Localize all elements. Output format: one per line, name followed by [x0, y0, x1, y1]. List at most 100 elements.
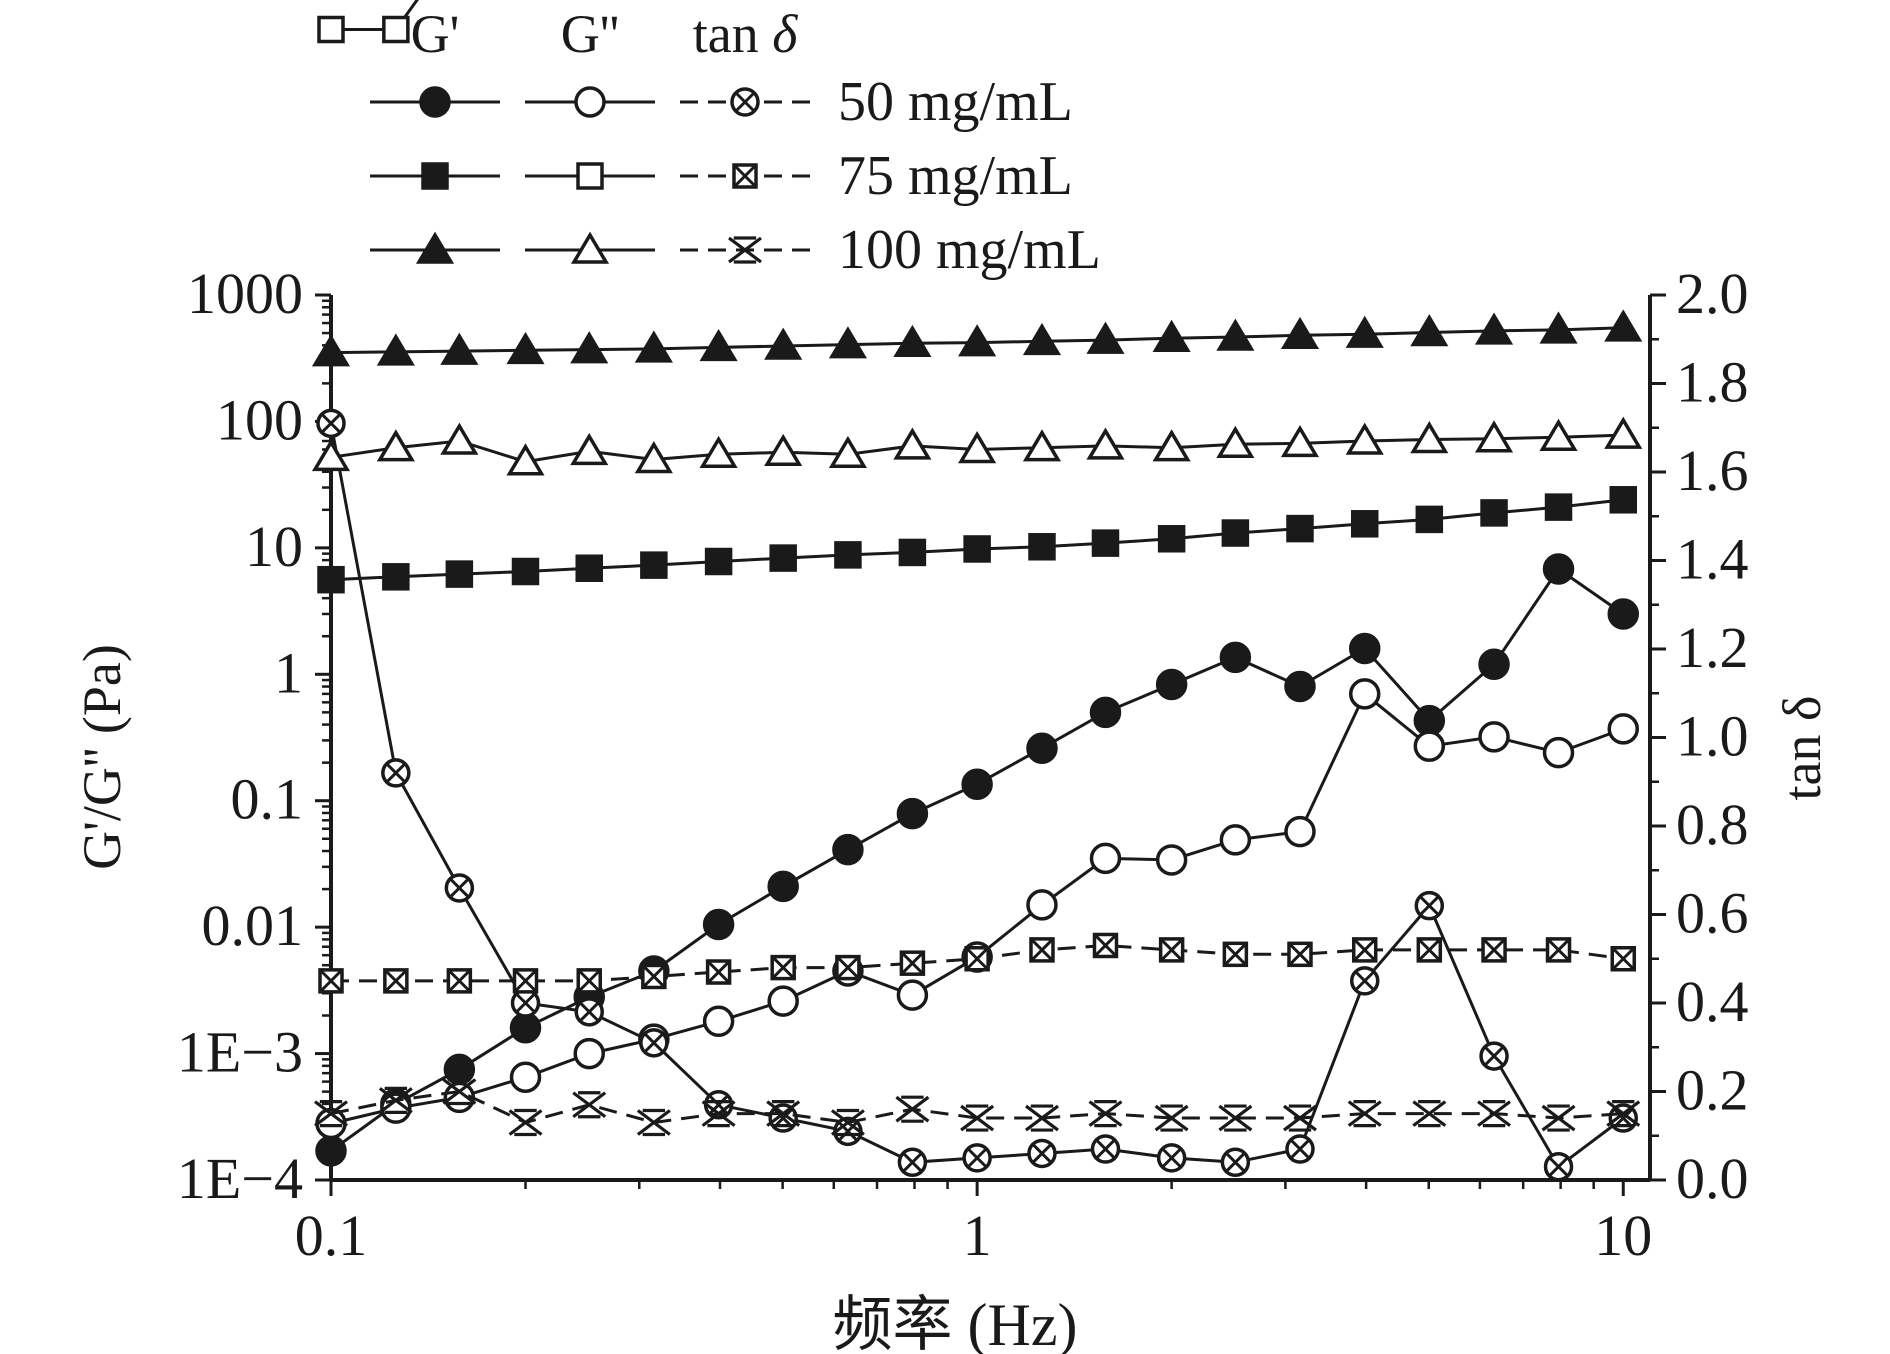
- data-point: [1222, 941, 1249, 968]
- data-point: [1481, 937, 1507, 963]
- data-point: [1543, 1151, 1574, 1182]
- data-point: [1092, 932, 1119, 959]
- data-point: [572, 1091, 607, 1119]
- data-point: [570, 331, 609, 364]
- data-point: [445, 560, 474, 588]
- y-right-tick-label: 0.4: [1676, 969, 1749, 1034]
- data-point: [1158, 937, 1185, 963]
- data-point: [1478, 648, 1510, 681]
- data-point: [383, 968, 409, 994]
- data-point: [1542, 553, 1575, 585]
- series-line: [330, 1089, 1624, 1125]
- data-point: [1283, 1104, 1317, 1132]
- data-point: [509, 1012, 542, 1044]
- data-point: [1029, 937, 1055, 963]
- data-point: [1154, 1104, 1189, 1132]
- series-g-100-mg-ml: [311, 416, 1643, 476]
- data-point: [570, 432, 609, 466]
- data-point: [1478, 721, 1510, 753]
- legend-marker: [576, 162, 604, 190]
- data-point: [510, 988, 541, 1018]
- data-point: [1348, 632, 1381, 665]
- legend-marker: [419, 86, 451, 118]
- data-point: [1345, 315, 1384, 348]
- data-point: [702, 908, 735, 941]
- data-point: [314, 1100, 348, 1128]
- data-point: [1088, 1100, 1123, 1128]
- data-point: [1474, 420, 1514, 453]
- data-point: [1414, 890, 1445, 921]
- data-point: [1347, 1100, 1382, 1128]
- data-point: [1415, 505, 1444, 534]
- data-point: [1610, 946, 1637, 972]
- series-g-100-mg-ml: [311, 309, 1643, 367]
- data-point: [1025, 1104, 1059, 1132]
- data-point: [1157, 525, 1186, 553]
- plot-series: [311, 0, 1643, 1182]
- x-tick-label: 0.1: [295, 1203, 368, 1268]
- x-axis-title: 频率 (Hz): [833, 1292, 1078, 1354]
- legend: G' G'' tan δ 50 mg/mL 75 mg/mL 100 mg/mL: [370, 4, 1101, 281]
- data-point: [701, 1100, 736, 1128]
- series-tan-100-mg-ml: [314, 1077, 1641, 1137]
- y-right-tick-label: 2.0: [1676, 261, 1749, 326]
- data-point: [506, 443, 545, 476]
- data-point: [963, 535, 991, 563]
- data-point: [1216, 425, 1255, 458]
- data-point: [961, 768, 993, 800]
- data-point: [1480, 499, 1508, 527]
- y-right-tick-label: 1.2: [1676, 615, 1749, 680]
- data-point: [1351, 937, 1378, 963]
- data-point: [1474, 312, 1514, 345]
- data-point: [576, 968, 602, 994]
- data-point: [1609, 486, 1638, 514]
- data-point: [311, 438, 351, 472]
- series-line: [331, 0, 419, 31]
- data-point: [1287, 941, 1313, 968]
- y-right-axis-title: tan δ: [1772, 696, 1832, 801]
- y-right-tick-label: 0.6: [1676, 881, 1749, 946]
- data-point: [442, 1077, 477, 1106]
- data-point: [1286, 514, 1314, 543]
- data-point: [376, 429, 415, 462]
- data-point: [897, 1147, 928, 1178]
- data-point: [1413, 730, 1446, 762]
- plot-axes: 0.1 1 10 1E−4 1E−3 0.01 0.1 1 10 100 1000 0.0 0.2 0.4…: [177, 261, 1749, 1268]
- data-point: [1026, 732, 1058, 764]
- data-point: [378, 1086, 413, 1114]
- data-point: [318, 968, 344, 994]
- data-point: [440, 332, 479, 365]
- data-point: [444, 873, 475, 903]
- data-point: [315, 1135, 347, 1167]
- data-point: [1604, 416, 1643, 449]
- data-point: [893, 427, 932, 460]
- data-point: [636, 1108, 671, 1137]
- data-point: [1089, 842, 1122, 875]
- data-point: [1022, 322, 1062, 356]
- data-point: [575, 554, 603, 582]
- data-point: [958, 431, 997, 464]
- x-tick-label: 10: [1594, 1203, 1652, 1268]
- data-point: [702, 1005, 735, 1038]
- data-point: [634, 330, 673, 363]
- y-right-tick-label: 0.0: [1676, 1146, 1749, 1211]
- data-point: [317, 565, 345, 594]
- data-point: [1152, 429, 1191, 462]
- data-point: [1091, 529, 1120, 557]
- data-point: [1027, 1138, 1057, 1169]
- legend-entry-label: 100 mg/mL: [838, 219, 1101, 281]
- y-right-tick-label: 1.0: [1676, 704, 1749, 769]
- data-point: [1410, 421, 1449, 454]
- data-point: [511, 557, 540, 586]
- data-point: [1220, 1147, 1251, 1178]
- data-point: [1606, 1100, 1641, 1128]
- data-point: [1607, 713, 1640, 745]
- data-point: [640, 551, 668, 579]
- data-point: [1284, 815, 1316, 848]
- data-point: [767, 870, 799, 903]
- y-right-tick-label: 1.4: [1676, 527, 1749, 592]
- data-point: [509, 1061, 542, 1093]
- legend-entry-label: 50 mg/mL: [838, 71, 1073, 133]
- data-point: [1604, 309, 1643, 342]
- data-point: [1219, 641, 1252, 674]
